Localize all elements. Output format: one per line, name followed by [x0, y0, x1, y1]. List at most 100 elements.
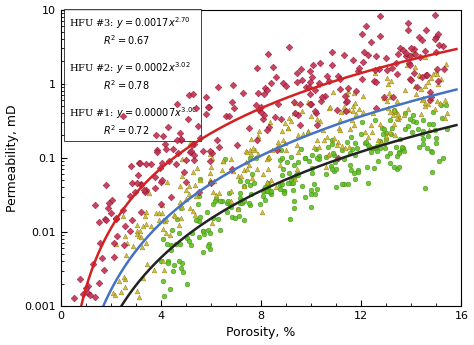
- Point: [338, 147, 346, 152]
- Point: [396, 45, 404, 50]
- Point: [353, 145, 360, 151]
- Point: [417, 86, 425, 92]
- Point: [306, 84, 313, 89]
- Point: [291, 111, 299, 116]
- Point: [419, 137, 427, 142]
- Point: [390, 165, 397, 170]
- Point: [267, 191, 274, 197]
- Point: [380, 126, 388, 131]
- Point: [251, 147, 259, 153]
- Point: [237, 197, 245, 203]
- Point: [293, 79, 301, 85]
- Point: [170, 262, 177, 268]
- Point: [206, 158, 213, 164]
- Point: [280, 188, 287, 194]
- Point: [344, 182, 352, 187]
- Point: [261, 85, 269, 91]
- Point: [415, 144, 423, 149]
- Point: [419, 128, 427, 133]
- Point: [213, 137, 221, 142]
- Point: [192, 193, 200, 199]
- Point: [237, 190, 244, 195]
- Point: [419, 74, 426, 80]
- Point: [206, 241, 213, 246]
- Point: [321, 93, 328, 98]
- Point: [159, 278, 167, 283]
- Point: [167, 194, 175, 200]
- Point: [404, 27, 412, 32]
- Point: [206, 177, 214, 183]
- Point: [424, 73, 431, 78]
- Point: [141, 187, 148, 193]
- Point: [318, 94, 326, 99]
- Point: [364, 180, 372, 186]
- Point: [288, 154, 295, 160]
- Point: [292, 172, 300, 178]
- Point: [307, 113, 314, 118]
- Point: [256, 201, 264, 207]
- Point: [263, 188, 270, 193]
- Point: [431, 127, 438, 133]
- Point: [100, 267, 108, 273]
- Point: [417, 54, 424, 60]
- Point: [405, 60, 413, 66]
- Point: [431, 106, 438, 112]
- Point: [333, 143, 340, 148]
- Point: [162, 146, 170, 152]
- Point: [324, 152, 331, 158]
- Point: [307, 68, 314, 74]
- Point: [287, 177, 294, 183]
- Point: [437, 100, 444, 105]
- Point: [153, 133, 160, 138]
- Point: [219, 158, 227, 164]
- Point: [330, 135, 338, 140]
- Point: [297, 101, 304, 107]
- Point: [253, 155, 260, 161]
- Point: [216, 198, 224, 204]
- Point: [306, 92, 314, 97]
- Point: [109, 197, 116, 202]
- Point: [266, 119, 273, 124]
- Point: [418, 111, 425, 116]
- Point: [190, 152, 198, 157]
- Point: [277, 116, 284, 121]
- Point: [383, 136, 390, 141]
- Point: [173, 241, 180, 247]
- Point: [376, 33, 384, 39]
- Point: [313, 116, 320, 122]
- Point: [257, 109, 264, 115]
- Point: [351, 123, 358, 128]
- Point: [347, 168, 355, 173]
- Point: [166, 286, 173, 292]
- Point: [206, 148, 214, 154]
- Point: [438, 102, 445, 108]
- Point: [424, 80, 431, 85]
- Point: [390, 107, 398, 113]
- Point: [387, 117, 394, 123]
- Point: [396, 149, 403, 155]
- Point: [276, 182, 284, 188]
- Point: [340, 52, 348, 57]
- Point: [246, 203, 254, 208]
- Point: [112, 216, 119, 221]
- Point: [264, 188, 271, 194]
- Point: [179, 156, 186, 161]
- Point: [167, 247, 175, 253]
- Point: [228, 198, 235, 204]
- Point: [156, 165, 164, 170]
- Point: [70, 296, 78, 301]
- Point: [348, 146, 356, 151]
- Point: [355, 65, 363, 71]
- Point: [393, 166, 401, 171]
- Point: [346, 108, 353, 113]
- Point: [367, 39, 375, 45]
- Point: [333, 107, 340, 112]
- Point: [351, 100, 359, 105]
- Point: [200, 228, 207, 234]
- Point: [135, 294, 143, 299]
- Point: [147, 161, 155, 167]
- Point: [166, 232, 173, 238]
- Point: [370, 110, 377, 115]
- Point: [119, 207, 127, 213]
- Point: [159, 226, 166, 231]
